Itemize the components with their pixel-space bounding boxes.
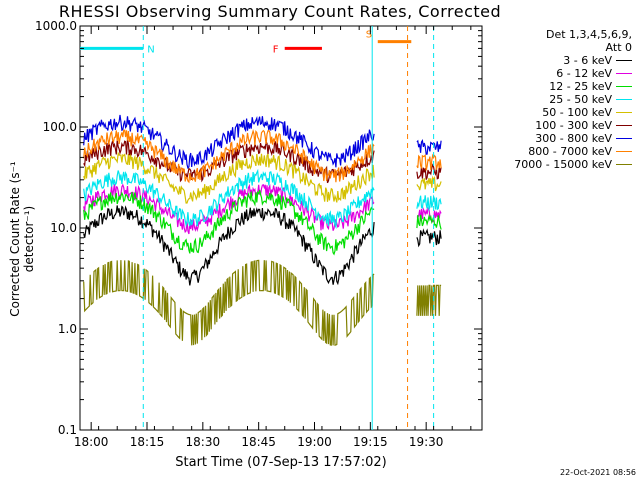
series-line — [83, 114, 375, 170]
generation-timestamp: 22-Oct-2021 08:56 — [560, 468, 636, 477]
legend-swatch — [616, 164, 632, 165]
x-tick-label: 18:30 — [186, 435, 221, 449]
legend-item: 7000 - 15000 keV — [486, 158, 636, 171]
x-tick-label: 19:00 — [297, 435, 332, 449]
legend-rows: 3 - 6 keV 6 - 12 keV 12 - 25 keV 25 - 50 ke… — [486, 54, 636, 171]
legend-swatch — [616, 138, 632, 139]
x-tick-label: 18:45 — [241, 435, 276, 449]
y-axis-label: Corrected Count Rate (s⁻¹ detector⁻¹) — [8, 161, 36, 317]
legend-item: 3 - 6 keV — [486, 54, 636, 67]
legend-item-label: 7000 - 15000 keV — [514, 158, 612, 171]
chart-series-layer — [83, 114, 442, 346]
legend-item: 300 - 800 keV — [486, 132, 636, 145]
series-line — [83, 189, 375, 256]
series-line — [83, 129, 375, 184]
annotation-label: F — [273, 44, 279, 55]
annotation-label: S — [366, 30, 372, 41]
x-tick-label: 19:30 — [409, 435, 444, 449]
legend-item-label: 50 - 100 keV — [542, 106, 612, 119]
annotation-label: N — [147, 44, 154, 55]
legend-swatch — [616, 73, 632, 74]
legend-item-label: 6 - 12 keV — [556, 67, 612, 80]
plot-border — [79, 25, 483, 431]
legend-item-label: 12 - 25 keV — [549, 80, 612, 93]
chart-frame — [79, 25, 483, 431]
legend-item: 100 - 300 keV — [486, 119, 636, 132]
legend: Det 1,3,4,5,6,9, Att 0 3 - 6 keV 6 - 12 k… — [486, 28, 636, 171]
legend-item-label: 300 - 800 keV — [535, 132, 612, 145]
legend-swatch — [616, 86, 632, 87]
legend-swatch — [616, 99, 632, 100]
series-line — [83, 259, 375, 346]
legend-header-line-2: Att 0 — [605, 41, 632, 54]
legend-item: 25 - 50 keV — [486, 93, 636, 106]
x-tick-label: 19:15 — [353, 435, 388, 449]
series-line — [416, 153, 442, 171]
chart-markers-layer: N F S — [80, 26, 435, 430]
y-tick-label: 0.1 — [58, 423, 77, 437]
series-line — [416, 214, 442, 230]
x-axis-label: Start Time (07-Sep-13 17:57:02) — [175, 455, 387, 470]
legend-item-label: 800 - 7000 keV — [528, 145, 612, 158]
legend-item-label: 3 - 6 keV — [563, 54, 612, 67]
y-tick-label: 10.0 — [50, 221, 77, 235]
legend-item: 50 - 100 keV — [486, 106, 636, 119]
x-tick-label: 18:00 — [74, 435, 109, 449]
series-line — [416, 175, 442, 192]
legend-item: 800 - 7000 keV — [486, 145, 636, 158]
series-line — [416, 284, 442, 316]
series-line — [83, 205, 375, 286]
series-line — [416, 194, 442, 212]
series-line — [83, 168, 375, 230]
x-tick-label: 18:15 — [130, 435, 165, 449]
series-line — [416, 138, 442, 155]
legend-item-label: 100 - 300 keV — [535, 119, 612, 132]
series-line — [416, 228, 442, 248]
legend-swatch — [616, 125, 632, 126]
series-line — [83, 151, 375, 204]
y-tick-label: 1000.0 — [35, 19, 77, 33]
series-line — [416, 163, 442, 180]
y-tick-label: 100.0 — [43, 120, 77, 134]
chart-ticks-layer: 0.1 1.0 10.0 100.0 1000.0 18:00 18:15 18:30 18:4… — [35, 19, 482, 449]
legend-item: 12 - 25 keV — [486, 80, 636, 93]
chart-title: RHESSI Observing Summary Count Rates, Co… — [58, 2, 502, 21]
legend-swatch — [616, 60, 632, 61]
legend-item-label: 25 - 50 keV — [549, 93, 612, 106]
legend-swatch — [616, 151, 632, 152]
y-tick-label: 1.0 — [58, 322, 77, 336]
legend-swatch — [616, 112, 632, 113]
legend-item: 6 - 12 keV — [486, 67, 636, 80]
legend-header-line-1: Det 1,3,4,5,6,9, — [545, 28, 632, 41]
